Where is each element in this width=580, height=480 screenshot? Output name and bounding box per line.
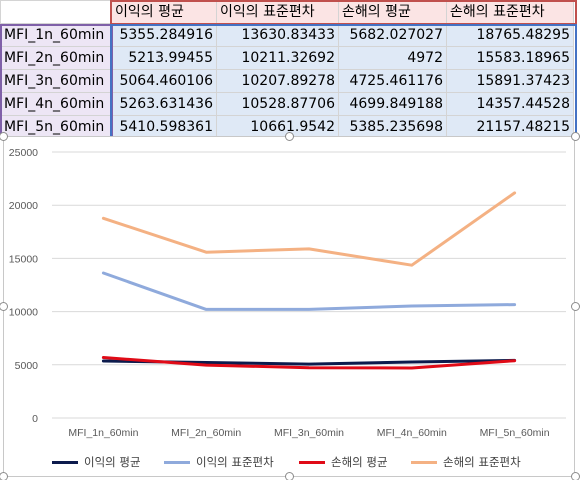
spreadsheet-range: 이익의 평균 이익의 표준편차 손해의 평균 손해의 표준편차 MFI_1n_6… bbox=[0, 0, 580, 139]
table-row: MFI_5n_60min 5410.598361 10661.9542 5385… bbox=[0, 115, 574, 139]
x-tick-label: MFI_3n_60min bbox=[274, 427, 344, 439]
series-line[interactable] bbox=[101, 191, 517, 267]
y-tick-label: 20000 bbox=[9, 200, 38, 212]
resize-handle-top-right[interactable] bbox=[571, 132, 580, 141]
x-axis-tick-labels: MFI_1n_60min MFI_2n_60min MFI_3n_60min MFI_… bbox=[68, 427, 549, 439]
data-point bbox=[308, 248, 310, 250]
value-cell[interactable]: 15583.18965 bbox=[446, 46, 574, 70]
value-cell[interactable]: 13630.83433 bbox=[216, 23, 339, 47]
series-line[interactable] bbox=[101, 356, 517, 370]
y-tick-label: 5000 bbox=[15, 360, 39, 372]
legend-item[interactable]: 손해의 표준편차 bbox=[411, 452, 521, 472]
table-row: MFI_2n_60min 5213.99455 10211.32692 4972… bbox=[0, 46, 574, 70]
value-cell[interactable]: 5213.99455 bbox=[111, 46, 217, 70]
header-cell[interactable]: 이익의 표준편차 bbox=[216, 0, 339, 24]
value-cell[interactable]: 4725.461176 bbox=[338, 69, 447, 93]
table-row: MFI_1n_60min 5355.284916 13630.83433 568… bbox=[0, 23, 574, 47]
value-cell[interactable]: 21157.48215 bbox=[446, 115, 574, 139]
data-point bbox=[205, 364, 207, 366]
y-tick-label: 10000 bbox=[9, 307, 38, 319]
legend-item[interactable]: 이익의 표준편차 bbox=[164, 452, 274, 472]
resize-handle-top-left[interactable] bbox=[0, 132, 8, 141]
data-point bbox=[411, 361, 413, 363]
header-cell[interactable]: 손해의 표준편차 bbox=[446, 0, 574, 24]
value-cell[interactable]: 14357.44528 bbox=[446, 92, 574, 116]
resize-handle-top-center[interactable] bbox=[285, 132, 294, 141]
legend-swatch bbox=[52, 460, 78, 464]
legend-item[interactable]: 이익의 평균 bbox=[52, 452, 141, 472]
resize-handle-bottom-center[interactable] bbox=[285, 472, 294, 480]
value-cell[interactable]: 5385.235698 bbox=[338, 115, 447, 139]
legend-swatch bbox=[299, 460, 325, 464]
value-cell[interactable]: 18765.48295 bbox=[446, 23, 574, 47]
x-tick-label: MFI_1n_60min bbox=[68, 427, 138, 439]
row-label-cell[interactable]: MFI_2n_60min bbox=[0, 46, 112, 70]
x-tick-label: MFI_4n_60min bbox=[377, 427, 447, 439]
resize-handle-bottom-right[interactable] bbox=[571, 472, 580, 480]
value-cell[interactable]: 5355.284916 bbox=[111, 23, 217, 47]
value-cell[interactable]: 5682.027027 bbox=[338, 23, 447, 47]
data-point bbox=[102, 360, 104, 362]
series-line[interactable] bbox=[101, 271, 517, 311]
data-point bbox=[308, 308, 310, 310]
x-tick-label: MFI_5n_60min bbox=[480, 427, 550, 439]
data-point bbox=[411, 305, 413, 307]
table-row: MFI_4n_60min 5263.631436 10528.87706 469… bbox=[0, 92, 574, 116]
legend-swatch bbox=[411, 460, 437, 464]
y-tick-label: 0 bbox=[32, 413, 38, 425]
legend-swatch bbox=[164, 460, 190, 464]
data-point bbox=[205, 361, 207, 363]
value-cell[interactable]: 15891.37423 bbox=[446, 69, 574, 93]
y-axis-tick-labels: 0 5000 10000 15000 20000 25000 bbox=[9, 147, 38, 425]
data-point bbox=[308, 367, 310, 369]
value-cell[interactable]: 10207.89278 bbox=[216, 69, 339, 93]
data-point bbox=[513, 360, 515, 362]
data-point bbox=[513, 192, 515, 194]
data-point bbox=[205, 251, 207, 253]
data-point bbox=[308, 363, 310, 365]
data-point bbox=[513, 303, 515, 305]
legend-label: 이익의 평균 bbox=[84, 455, 141, 469]
header-row: 이익의 평균 이익의 표준편차 손해의 평균 손해의 표준편차 bbox=[0, 0, 574, 24]
resize-handle-middle-left[interactable] bbox=[0, 302, 8, 311]
value-cell[interactable]: 10661.9542 bbox=[216, 115, 339, 139]
chart-legend[interactable]: 이익의 평균 이익의 표준편차 손해의 평균 손해의 표준편차 bbox=[0, 452, 580, 472]
row-label-cell[interactable]: MFI_4n_60min bbox=[0, 92, 112, 116]
legend-label: 손해의 평균 bbox=[331, 455, 388, 469]
y-tick-label: 25000 bbox=[9, 147, 38, 159]
value-cell[interactable]: 5064.460106 bbox=[111, 69, 217, 93]
legend-label: 손해의 표준편차 bbox=[443, 455, 521, 469]
row-label-cell[interactable]: MFI_1n_60min bbox=[0, 23, 112, 47]
gridlines bbox=[52, 151, 566, 419]
data-table: 이익의 평균 이익의 표준편차 손해의 평균 손해의 표준편차 MFI_1n_6… bbox=[0, 0, 574, 139]
resize-handle-bottom-left[interactable] bbox=[0, 472, 8, 480]
resize-handle-middle-right[interactable] bbox=[571, 302, 580, 311]
value-cell[interactable]: 4699.849188 bbox=[338, 92, 447, 116]
data-point bbox=[205, 308, 207, 310]
data-point bbox=[411, 264, 413, 266]
value-cell[interactable]: 10528.87706 bbox=[216, 92, 339, 116]
table-row: MFI_3n_60min 5064.460106 10207.89278 472… bbox=[0, 69, 574, 93]
value-cell[interactable]: 5263.631436 bbox=[111, 92, 217, 116]
series-lines[interactable] bbox=[101, 191, 517, 370]
value-cell[interactable]: 10211.32692 bbox=[216, 46, 339, 70]
data-point bbox=[102, 217, 104, 219]
value-cell[interactable]: 5410.598361 bbox=[111, 115, 217, 139]
legend-item[interactable]: 손해의 평균 bbox=[299, 452, 388, 472]
data-point bbox=[102, 272, 104, 274]
data-point bbox=[102, 356, 104, 358]
legend-label: 이익의 표준편차 bbox=[196, 455, 274, 469]
data-point bbox=[411, 367, 413, 369]
y-tick-label: 15000 bbox=[9, 253, 38, 265]
x-tick-label: MFI_2n_60min bbox=[171, 427, 241, 439]
